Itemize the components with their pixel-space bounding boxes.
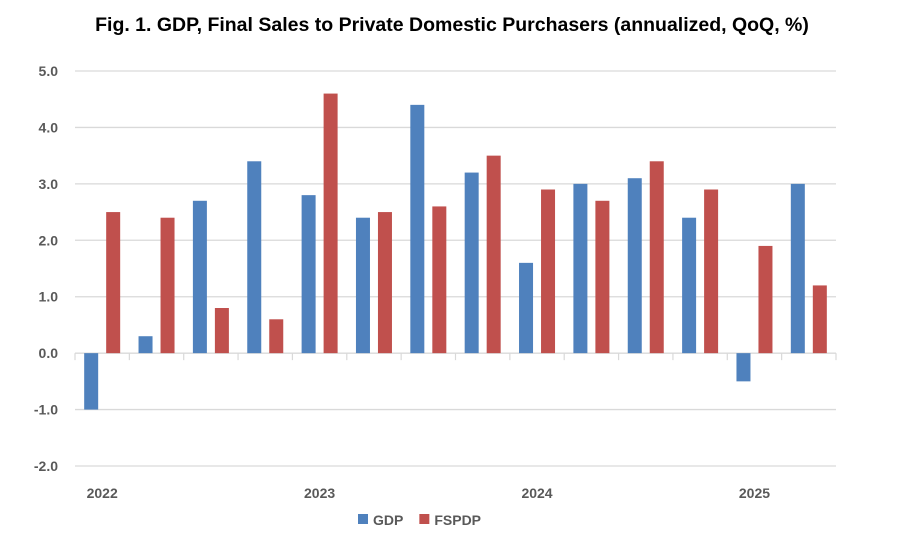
legend-label-gdp: GDP	[373, 512, 403, 528]
bar-fspdp-2025Q1	[758, 245, 773, 354]
bar-fspdp-2024Q2	[595, 200, 610, 354]
bar-fspdp-2023Q1	[323, 93, 338, 354]
bar-gdp-2023Q2	[355, 217, 370, 354]
bar-gdp-2024Q2	[573, 183, 588, 354]
bar-fspdp-2023Q3	[432, 206, 447, 354]
bar-fspdp-2023Q2	[377, 212, 392, 354]
y-tick-label: -2.0	[34, 458, 58, 474]
y-tick-label: 1.0	[39, 289, 59, 305]
bar-gdp-2023Q1	[301, 195, 316, 354]
bar-gdp-2022Q2	[138, 336, 153, 354]
bar-gdp-2023Q4	[464, 172, 479, 354]
bar-fspdp-2022Q2	[160, 217, 175, 354]
bar-fspdp-2025Q2	[812, 285, 827, 354]
legend-label-fspdp: FSPDP	[434, 512, 481, 528]
bar-fspdp-2024Q4	[704, 189, 719, 354]
y-tick-label: 5.0	[39, 63, 59, 79]
bar-fspdp-2022Q3	[214, 308, 229, 354]
bar-gdp-2022Q4	[247, 161, 262, 354]
x-tick-label: 2024	[521, 485, 552, 501]
y-tick-label: 3.0	[39, 176, 59, 192]
bar-gdp-2024Q1	[519, 262, 534, 354]
x-tick-label: 2022	[87, 485, 118, 501]
bar-fspdp-2024Q1	[541, 189, 556, 354]
bar-gdp-2025Q2	[790, 183, 805, 354]
y-tick-label: 0.0	[39, 345, 59, 361]
bar-gdp-2022Q1	[84, 353, 99, 410]
legend-swatch-gdp	[358, 514, 368, 524]
bar-fspdp-2022Q4	[269, 319, 284, 354]
chart-title: Fig. 1. GDP, Final Sales to Private Dome…	[95, 14, 809, 36]
bar-gdp-2024Q4	[682, 217, 697, 354]
bar-fspdp-2023Q4	[486, 155, 501, 354]
legend-swatch-fspdp	[419, 514, 430, 524]
bar-gdp-2025Q1	[736, 353, 751, 382]
y-tick-label: -1.0	[34, 402, 58, 418]
bar-gdp-2024Q3	[627, 178, 642, 354]
bar-gdp-2022Q3	[192, 200, 207, 354]
bar-fspdp-2022Q1	[106, 212, 121, 354]
bar-fspdp-2024Q3	[649, 161, 664, 354]
y-tick-label: 4.0	[39, 119, 59, 135]
x-tick-label: 2023	[304, 485, 335, 501]
x-tick-label: 2025	[739, 485, 770, 501]
bar-gdp-2023Q3	[410, 104, 425, 354]
y-tick-label: 2.0	[39, 232, 59, 248]
